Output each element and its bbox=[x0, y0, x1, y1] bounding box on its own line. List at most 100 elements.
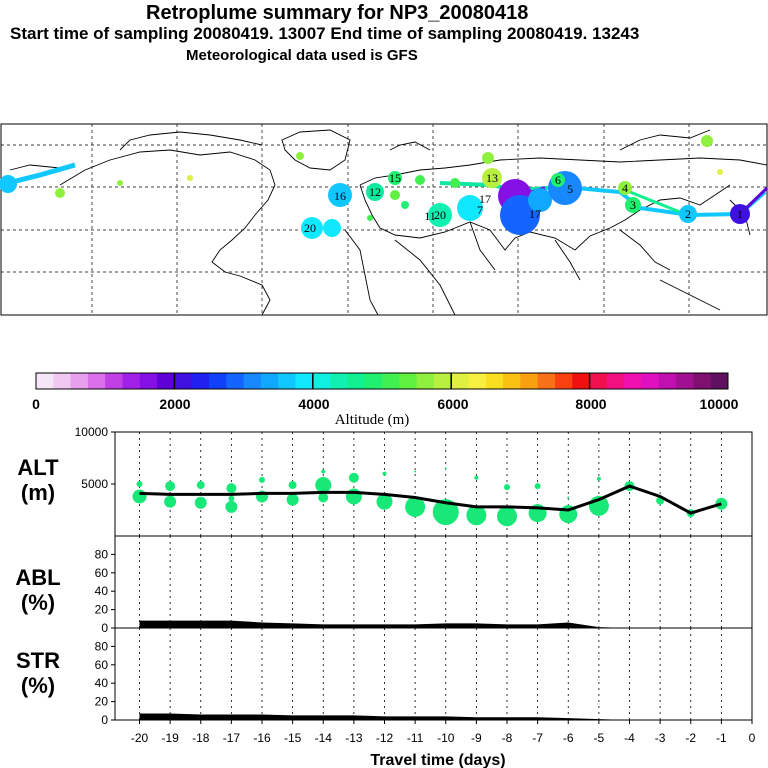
x-tick-label: -2 bbox=[685, 731, 696, 745]
altitude-point bbox=[164, 495, 177, 508]
altitude-point bbox=[596, 476, 601, 481]
colorbar-swatch bbox=[243, 373, 262, 389]
map-panel: 16 20 20 17 13 15 11 17 12 7 6 5 4 3 2 1 bbox=[0, 123, 768, 316]
colorbar-tick: 2000 bbox=[159, 396, 190, 412]
colorbar-swatch bbox=[572, 373, 591, 389]
colorbar-swatch bbox=[382, 373, 400, 389]
chart-title: Retroplume summary for NP3_20080418 bbox=[146, 2, 529, 24]
colorbar-ticks: 0 2000 4000 6000 8000 10000 bbox=[32, 396, 739, 412]
colorbar-swatch bbox=[416, 373, 435, 389]
x-tick-label: -16 bbox=[253, 731, 271, 745]
y-tick-label: 80 bbox=[95, 639, 109, 653]
colorbar-swatch bbox=[70, 373, 89, 389]
map-label-17b: 17 bbox=[529, 207, 541, 221]
x-tick-label: -9 bbox=[471, 731, 482, 745]
colorbar-swatch bbox=[537, 373, 556, 389]
colorbar-swatch bbox=[278, 373, 296, 389]
colorbar-tick: 4000 bbox=[298, 396, 329, 412]
y-tick-label: 10000 bbox=[75, 425, 109, 439]
x-tick-label: -5 bbox=[594, 731, 605, 745]
colorbar-swatch bbox=[555, 373, 573, 389]
x-tick-label: -19 bbox=[161, 731, 179, 745]
panel-frame bbox=[114, 627, 753, 721]
altitude-point bbox=[288, 481, 297, 490]
map-label-13: 13 bbox=[486, 171, 498, 185]
x-tick-label: -12 bbox=[376, 731, 394, 745]
colorbar-swatch bbox=[451, 373, 469, 389]
sampling-times: Start time of sampling 20080419. 13007 E… bbox=[10, 24, 640, 43]
colorbar-swatch bbox=[226, 373, 245, 389]
x-tick-label: 0 bbox=[749, 731, 756, 745]
colorbar-swatch bbox=[139, 373, 158, 389]
altitude-point bbox=[132, 489, 147, 504]
colorbar-swatch bbox=[209, 373, 227, 389]
colorbar-swatch bbox=[503, 373, 521, 389]
x-tick-label: -4 bbox=[624, 731, 635, 745]
altitude-point bbox=[165, 481, 176, 492]
met-data-note: Meteorological data used is GFS bbox=[186, 47, 418, 64]
altitude-colorbar bbox=[35, 372, 729, 390]
x-tick-label: -15 bbox=[284, 731, 302, 745]
x-tick-label: -17 bbox=[223, 731, 241, 745]
x-tick-label: -1 bbox=[716, 731, 727, 745]
abl-unit: (%) bbox=[21, 590, 55, 615]
plume-markers bbox=[0, 135, 750, 239]
colorbar-tick: 0 bbox=[32, 396, 40, 412]
colorbar-swatch bbox=[122, 373, 141, 389]
altitude-point bbox=[228, 495, 235, 502]
x-axis-label: Travel time (days) bbox=[370, 752, 505, 768]
map-label-6: 6 bbox=[555, 173, 561, 187]
map-label-20b: 20 bbox=[434, 208, 446, 222]
panel-frame bbox=[114, 535, 753, 629]
y-tick-label: 60 bbox=[95, 658, 109, 672]
colorbar-swatch bbox=[624, 373, 642, 389]
map-label-20a: 20 bbox=[304, 221, 316, 235]
colorbar-swatch bbox=[433, 373, 452, 389]
colorbar-swatch bbox=[174, 373, 193, 389]
altitude-point bbox=[414, 470, 417, 473]
abl-label: ABL bbox=[15, 565, 60, 590]
colorbar-swatch bbox=[157, 373, 175, 389]
colorbar-swatch bbox=[312, 373, 331, 389]
colorbar-swatch bbox=[399, 373, 418, 389]
altitude-point bbox=[382, 471, 387, 476]
altitude-point bbox=[474, 475, 479, 480]
y-tick-label: 0 bbox=[101, 713, 108, 727]
altitude-point bbox=[225, 500, 238, 513]
map-label-11: 11 bbox=[424, 209, 436, 223]
colorbar-swatch bbox=[710, 373, 729, 389]
colorbar-swatch bbox=[676, 373, 694, 389]
map-label-4: 4 bbox=[622, 181, 628, 195]
x-tick-label: -6 bbox=[563, 731, 574, 745]
map-day-labels: 16 20 20 17 13 15 11 17 12 7 6 5 4 3 2 1 bbox=[304, 171, 743, 235]
altitude-point bbox=[226, 483, 237, 494]
colorbar-swatch bbox=[53, 373, 72, 389]
colorbar-swatch bbox=[364, 373, 383, 389]
x-tick-label: -3 bbox=[655, 731, 666, 745]
str-area bbox=[139, 713, 722, 720]
altitude-point bbox=[444, 467, 447, 470]
str-label: STR bbox=[16, 648, 60, 673]
x-tick-label: -7 bbox=[532, 731, 543, 745]
altitude-point bbox=[136, 481, 143, 487]
map-label-5: 5 bbox=[567, 182, 573, 196]
altitude-point bbox=[315, 477, 332, 494]
str-unit: (%) bbox=[21, 673, 55, 698]
panel-frame bbox=[114, 431, 753, 537]
colorbar-swatch bbox=[520, 373, 539, 389]
colorbar-tick: 8000 bbox=[575, 396, 606, 412]
altitude-point bbox=[321, 469, 326, 474]
map-label-3: 3 bbox=[630, 198, 636, 212]
colorbar-swatch bbox=[191, 373, 210, 389]
altitude-line bbox=[139, 484, 722, 515]
altitude-point bbox=[432, 499, 459, 526]
altitude-point bbox=[504, 484, 510, 491]
colorbar-tick: 10000 bbox=[700, 396, 739, 412]
colorbar-swatch bbox=[606, 373, 625, 389]
altitude-point bbox=[196, 481, 205, 490]
y-tick-label: 60 bbox=[95, 566, 109, 580]
colorbar-label: Altitude (m) bbox=[335, 412, 410, 428]
colorbar-swatch bbox=[589, 373, 608, 389]
y-tick-label: 5000 bbox=[81, 477, 108, 491]
